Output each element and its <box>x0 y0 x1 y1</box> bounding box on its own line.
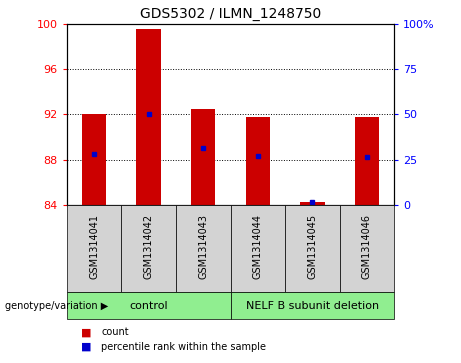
Text: GSM1314041: GSM1314041 <box>89 215 99 280</box>
Text: GSM1314043: GSM1314043 <box>198 215 208 280</box>
Text: control: control <box>130 301 168 311</box>
Bar <box>176 205 230 292</box>
Text: GSM1314044: GSM1314044 <box>253 215 263 280</box>
Bar <box>67 292 230 319</box>
Bar <box>67 205 121 292</box>
Bar <box>230 205 285 292</box>
Bar <box>191 109 215 205</box>
Text: GSM1314042: GSM1314042 <box>144 214 154 280</box>
Text: count: count <box>101 327 129 337</box>
Text: GSM1314046: GSM1314046 <box>362 215 372 280</box>
Bar <box>246 117 270 205</box>
Title: GDS5302 / ILMN_1248750: GDS5302 / ILMN_1248750 <box>140 7 321 21</box>
Bar <box>136 29 161 205</box>
Bar <box>355 117 379 205</box>
Text: genotype/variation ▶: genotype/variation ▶ <box>5 301 108 311</box>
Text: NELF B subunit deletion: NELF B subunit deletion <box>246 301 379 311</box>
Bar <box>230 292 394 319</box>
Text: GSM1314045: GSM1314045 <box>307 214 317 280</box>
Bar <box>340 205 394 292</box>
Text: ■: ■ <box>81 327 91 337</box>
Text: ■: ■ <box>81 342 91 352</box>
Bar <box>121 205 176 292</box>
Bar <box>300 202 325 205</box>
Bar <box>285 205 340 292</box>
Bar <box>82 114 106 205</box>
Text: percentile rank within the sample: percentile rank within the sample <box>101 342 266 352</box>
